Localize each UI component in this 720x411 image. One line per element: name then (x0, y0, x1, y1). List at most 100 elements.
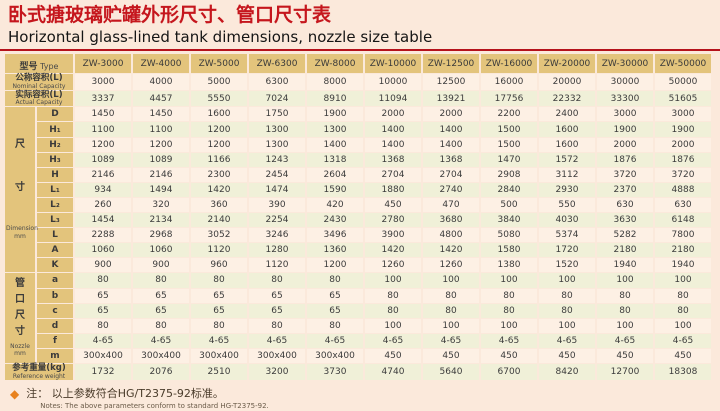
nozzle-row: 管口尺寸 Nozzle mm a 80 80 80 80 80 100 100 100 100 100 1… (5, 273, 711, 364)
cell-value: 450 (365, 349, 421, 364)
cell-value: 5000 (191, 74, 247, 90)
cell-value: 1720 (539, 243, 595, 258)
cell-value: 4-65 (481, 334, 537, 349)
cell-value: 12500 (423, 74, 479, 90)
cell-value: 7024 (249, 90, 305, 107)
column-header: ZW-5000 (191, 54, 247, 74)
actual-capacity-label-zh: 实际容积(L) (15, 89, 63, 100)
cell-value: 3000 (655, 107, 711, 122)
row-label-h: H (37, 167, 73, 182)
footnote-chinese: 注： 以上参数符合HG/T2375-92标准。 (26, 386, 224, 400)
actual-capacity-label-en: Actual Capacity (15, 99, 63, 107)
cell-value: 2400 (539, 107, 595, 122)
cell-value: 1300 (249, 137, 305, 152)
cell-value: 2076 (133, 364, 189, 380)
cell-value: 65 (75, 288, 131, 303)
cell-value: 11094 (365, 90, 421, 107)
nominal-capacity-label: 公称容积(L) Nominal Capacity (5, 74, 73, 90)
dimension-row: H₃ 1089 1089 1166 1243 1318 1368 1368 1470 1572 18… (5, 152, 711, 167)
cell-value: 300x400 (307, 349, 363, 364)
cell-value: 320 (133, 197, 189, 212)
cell-value: 100 (423, 273, 479, 288)
cell-value: 4000 (133, 74, 189, 90)
cell-value: 100 (597, 318, 653, 334)
dimension-row: H₂ 1200 1200 1200 1300 1400 1400 1400 1500 1600 20… (5, 137, 711, 152)
type-header-cell: 型号 Type (5, 54, 73, 74)
cell-value: 4-65 (307, 334, 363, 349)
cell-value: 1876 (655, 152, 711, 167)
cell-value: 2704 (365, 167, 421, 182)
cell-value: 1750 (249, 107, 305, 122)
cell-value: 80 (191, 273, 247, 288)
cell-value: 51605 (655, 90, 711, 107)
row-label-l₃: L₃ (37, 212, 73, 228)
cell-value: 30000 (597, 74, 653, 90)
cell-value: 1900 (307, 107, 363, 122)
cell-value: 80 (655, 288, 711, 303)
cell-value: 8000 (307, 74, 363, 90)
cell-value: 80 (75, 273, 131, 288)
cell-value: 80 (597, 303, 653, 318)
cell-value: 2704 (423, 167, 479, 182)
cell-value: 100 (481, 273, 537, 288)
column-header: ZW-20000 (539, 54, 595, 74)
cell-value: 1200 (191, 137, 247, 152)
cell-value: 1200 (191, 122, 247, 137)
cell-value: 5640 (423, 364, 479, 380)
cell-value: 630 (655, 197, 711, 212)
cell-value: 1400 (307, 137, 363, 152)
cell-value: 300x400 (75, 349, 131, 364)
cell-value: 1260 (423, 258, 479, 273)
row-label-l₂: L₂ (37, 197, 73, 212)
column-header: ZW-6300 (249, 54, 305, 74)
cell-value: 13921 (423, 90, 479, 107)
dimension-group-label-en: Dimension mm (6, 225, 38, 240)
cell-value: 80 (539, 288, 595, 303)
cell-value: 1060 (133, 243, 189, 258)
cell-value: 3112 (539, 167, 595, 182)
cell-value: 100 (481, 318, 537, 334)
column-header: ZW-30000 (597, 54, 653, 74)
cell-value: 1900 (597, 122, 653, 137)
cell-value: 5282 (597, 228, 653, 243)
actual-capacity-label: 实际容积(L) Actual Capacity (5, 91, 73, 107)
dimension-group-char: 寸 (15, 181, 25, 193)
cell-value: 2000 (365, 107, 421, 122)
cell-value: 3630 (597, 212, 653, 228)
cell-value: 1450 (133, 107, 189, 122)
cell-value: 1474 (249, 182, 305, 197)
cell-value: 4800 (423, 228, 479, 243)
cell-value: 550 (539, 197, 595, 212)
cell-value: 2000 (597, 137, 653, 152)
dimension-group-char: 尺 (15, 139, 25, 151)
cell-value: 4-65 (539, 334, 595, 349)
cell-value: 3900 (365, 228, 421, 243)
reference-weight-label-zh: 参考重量(kg) (12, 363, 66, 374)
nozzle-row: b 65 65 65 65 65 80 80 80 80 80 80 (5, 288, 711, 303)
cell-value: 1600 (191, 107, 247, 122)
row-label-l₁: L₁ (37, 182, 73, 197)
cell-value: 2146 (133, 167, 189, 182)
cell-value: 100 (423, 318, 479, 334)
cell-value: 1368 (423, 152, 479, 167)
cell-value: 10000 (365, 74, 421, 90)
cell-value: 65 (133, 288, 189, 303)
cell-value: 1166 (191, 152, 247, 167)
cell-value: 450 (423, 349, 479, 364)
cell-value: 100 (365, 273, 421, 288)
footnote-english: Notes: The above parameters conform to s… (40, 401, 269, 410)
cell-value: 1494 (133, 182, 189, 197)
dimension-row: H 2146 2146 2300 2454 2604 2704 2704 2908 3112 372… (5, 167, 711, 182)
cell-value: 2288 (75, 228, 131, 243)
cell-value: 80 (365, 303, 421, 318)
cell-value: 4-65 (133, 334, 189, 349)
nozzle-row: f 4-65 4-65 4-65 4-65 4-65 4-65 4-65 4-65 4-65 4-6… (5, 334, 711, 349)
cell-value: 1400 (423, 137, 479, 152)
cell-value: 934 (75, 182, 131, 197)
cell-value: 6300 (249, 74, 305, 90)
cell-value: 65 (133, 303, 189, 318)
cell-value: 65 (75, 303, 131, 318)
dimension-row: L₃ 1454 2134 2140 2254 2430 2780 3680 3840 4030 36… (5, 212, 711, 228)
cell-value: 2140 (191, 212, 247, 228)
cell-value: 2134 (133, 212, 189, 228)
